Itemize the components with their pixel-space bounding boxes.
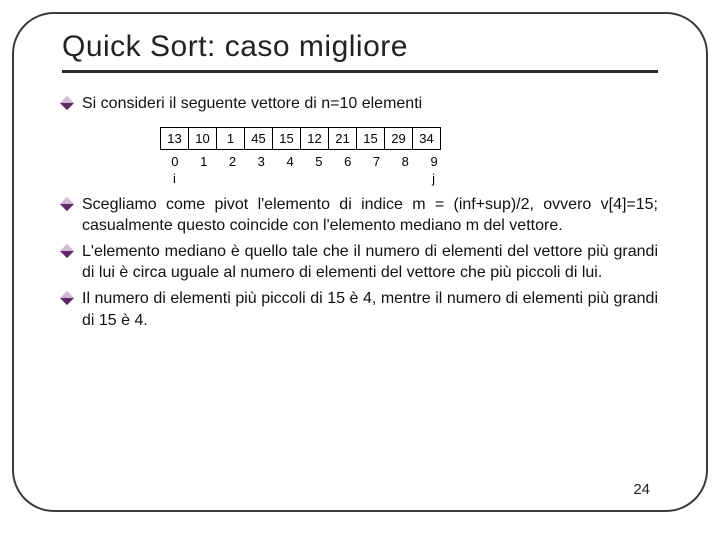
index-cell: 0	[160, 154, 189, 169]
bullet-item: L'elemento mediano è quello tale che il …	[62, 241, 658, 284]
index-cell: 8	[390, 154, 419, 169]
index-cell: 5	[304, 154, 333, 169]
slide-title: Quick Sort: caso migliore	[62, 30, 658, 73]
pointer-j: j	[419, 171, 448, 186]
bullet-text: L'elemento mediano è quello tale che il …	[82, 241, 658, 284]
table-row: 13 10 1 45 15 12 21 15 29 34	[161, 127, 441, 149]
diamond-bullet-icon	[60, 197, 74, 211]
array-cell: 15	[273, 127, 301, 149]
diamond-bullet-icon	[60, 291, 74, 305]
bullet-item: Il numero di elementi più piccoli di 15 …	[62, 288, 658, 331]
bullet-text: Il numero di elementi più piccoli di 15 …	[82, 288, 658, 331]
bullet-text: Scegliamo come pivot l'elemento di indic…	[82, 194, 658, 237]
index-cell: 4	[275, 154, 304, 169]
array-pointer-row: i j	[160, 171, 658, 186]
array-table-region: 13 10 1 45 15 12 21 15 29 34 0 1 2 3 4 5…	[160, 127, 658, 186]
bullet-item: Si consideri il seguente vettore di n=10…	[62, 93, 658, 115]
index-cell: 2	[218, 154, 247, 169]
index-cell: 1	[189, 154, 218, 169]
array-cell: 12	[301, 127, 329, 149]
pointer-i: i	[160, 171, 189, 186]
index-cell: 7	[362, 154, 391, 169]
array-cell: 10	[189, 127, 217, 149]
array-cell: 29	[385, 127, 413, 149]
array-cell: 21	[329, 127, 357, 149]
slide-content: Quick Sort: caso migliore Si consideri i…	[62, 30, 658, 335]
array-values-table: 13 10 1 45 15 12 21 15 29 34	[160, 127, 441, 150]
array-cell: 15	[357, 127, 385, 149]
array-cell: 45	[245, 127, 273, 149]
array-cell: 1	[217, 127, 245, 149]
diamond-bullet-icon	[60, 96, 74, 110]
index-cell: 9	[419, 154, 448, 169]
array-cell: 34	[413, 127, 441, 149]
bullet-text: Si consideri il seguente vettore di n=10…	[82, 93, 422, 115]
page-number: 24	[633, 481, 650, 498]
array-index-row: 0 1 2 3 4 5 6 7 8 9	[160, 154, 658, 169]
index-cell: 3	[246, 154, 275, 169]
bullet-item: Scegliamo come pivot l'elemento di indic…	[62, 194, 658, 237]
index-cell: 6	[333, 154, 362, 169]
diamond-bullet-icon	[60, 244, 74, 258]
array-cell: 13	[161, 127, 189, 149]
